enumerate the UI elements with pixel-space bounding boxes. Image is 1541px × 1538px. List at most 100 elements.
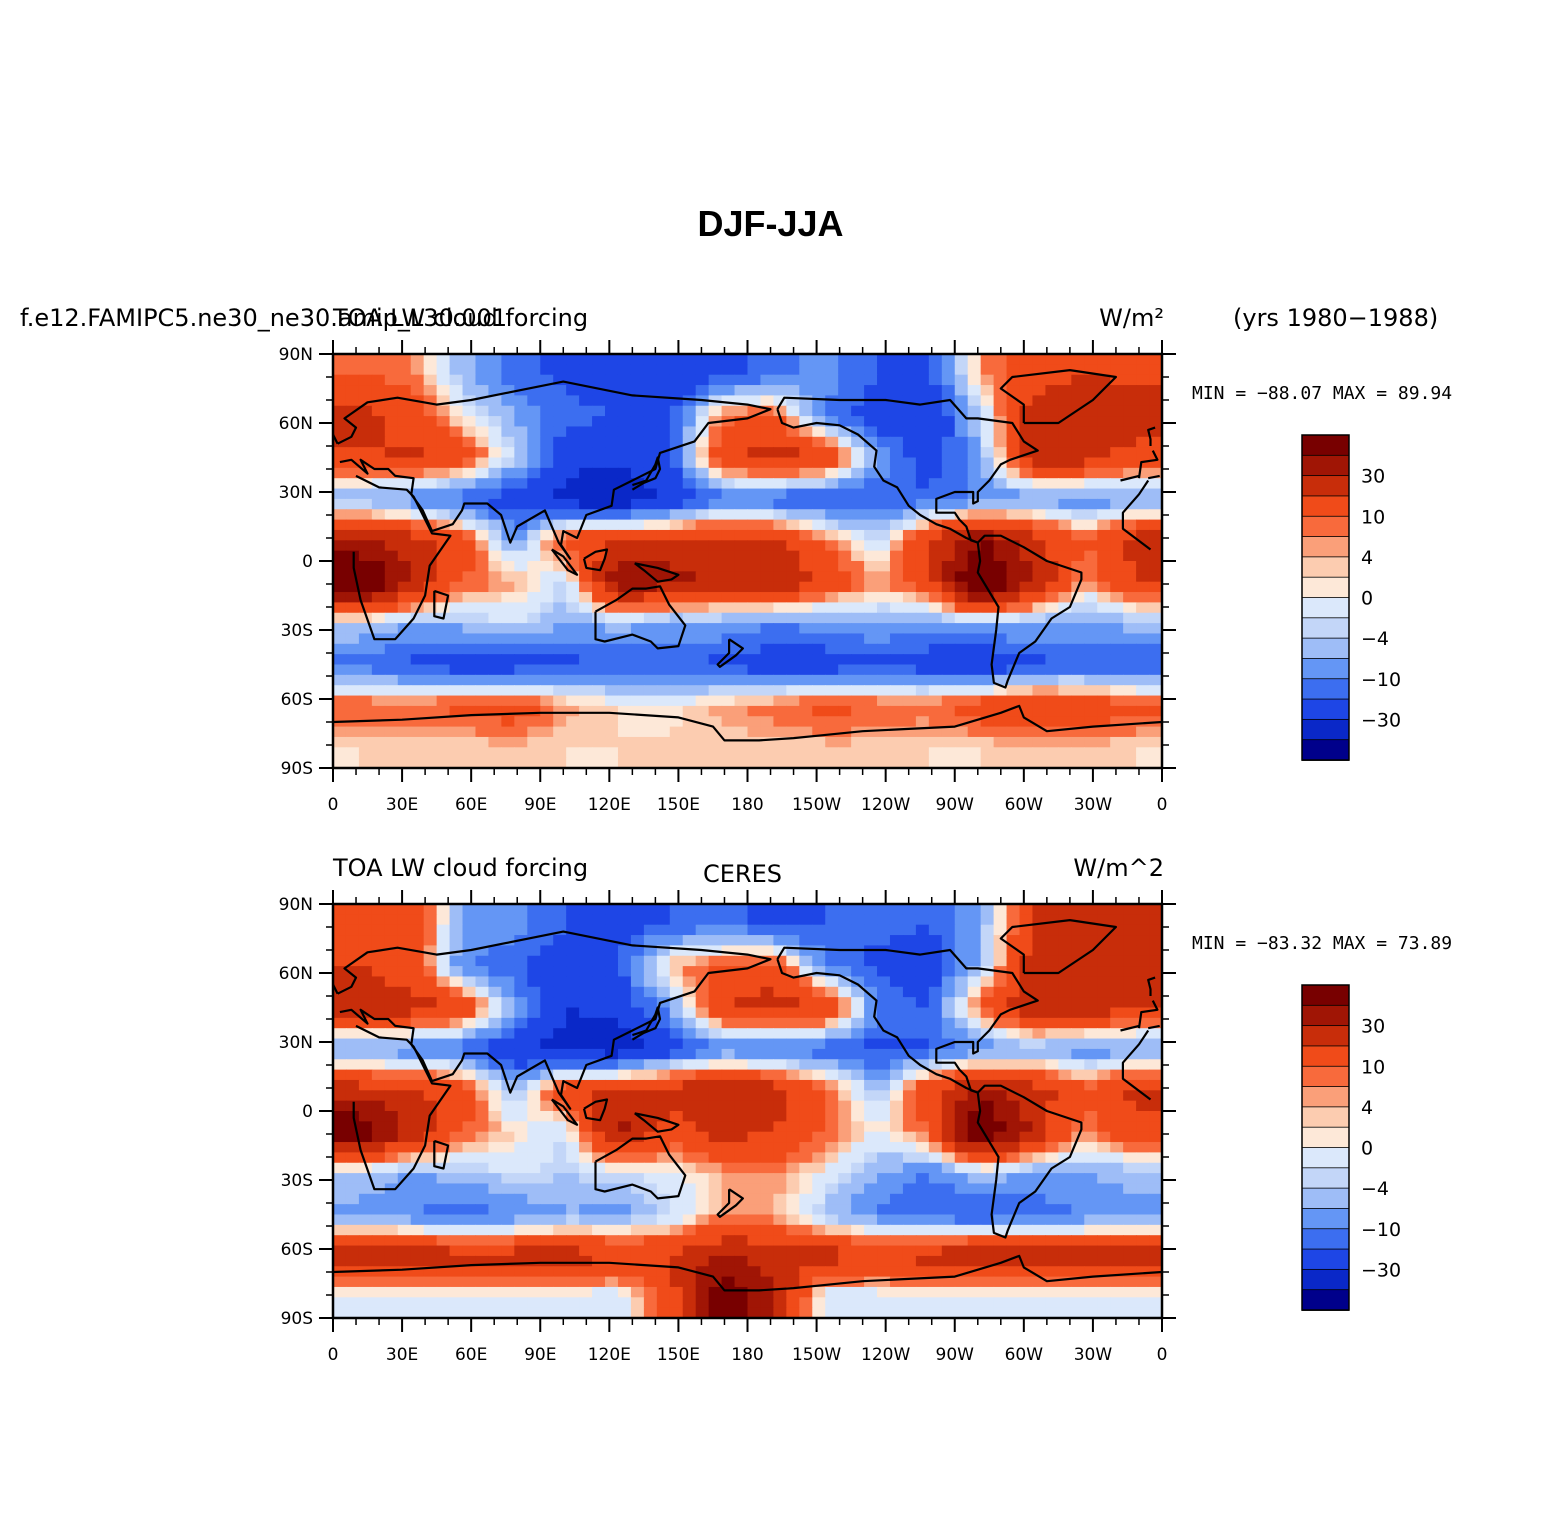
heatmap-cell — [669, 1255, 684, 1267]
heatmap-cell — [669, 1173, 684, 1185]
heatmap-cell — [579, 1224, 593, 1236]
heatmap-cell — [708, 385, 723, 396]
heatmap-cell — [993, 654, 1008, 666]
heatmap-cell — [1045, 716, 1059, 728]
heatmap-cell — [838, 354, 852, 365]
heatmap-cell — [1084, 1059, 1098, 1071]
heatmap-cell — [449, 1204, 464, 1216]
heatmap-cell — [605, 914, 619, 926]
heatmap-cell — [617, 1111, 632, 1122]
heatmap-cell — [579, 976, 593, 988]
heatmap-cell — [540, 550, 554, 562]
heatmap-cell — [514, 1152, 528, 1164]
heatmap-cell — [514, 581, 528, 593]
heatmap-cell — [838, 747, 852, 759]
heatmap-cell — [915, 550, 930, 562]
heatmap-cell — [410, 955, 425, 967]
heatmap-cell — [864, 986, 878, 998]
heatmap-cell — [695, 747, 710, 759]
heatmap-cell — [449, 1193, 464, 1205]
heatmap-cell — [605, 747, 619, 759]
heatmap-cell — [656, 1079, 671, 1091]
heatmap-cell — [877, 1048, 891, 1060]
heatmap-cell — [1032, 436, 1047, 448]
heatmap-cell — [1136, 966, 1150, 978]
heatmap-cell — [721, 924, 736, 936]
heatmap-cell — [967, 664, 982, 676]
heatmap-cell — [553, 1245, 567, 1257]
heatmap-cell — [799, 945, 813, 957]
heatmap-cell — [423, 1131, 438, 1143]
heatmap-cell — [449, 633, 464, 645]
heatmap-cell — [773, 1090, 787, 1102]
heatmap-cell — [954, 447, 969, 459]
heatmap-cell — [773, 457, 787, 469]
heatmap-cell — [371, 935, 386, 946]
heatmap-cell — [592, 1255, 606, 1267]
heatmap-cell — [682, 1038, 697, 1050]
heatmap-cell — [333, 623, 347, 635]
heatmap-cell — [915, 540, 930, 552]
heatmap-cell — [1045, 1111, 1059, 1122]
heatmap-cell — [708, 1224, 723, 1236]
heatmap-cell — [967, 1214, 982, 1226]
heatmap-cell — [605, 924, 619, 936]
heatmap-cell — [941, 633, 956, 645]
heatmap-cell — [902, 1079, 917, 1091]
heatmap-cell — [993, 1131, 1008, 1143]
heatmap-cell — [553, 1162, 567, 1174]
heatmap-cell — [358, 529, 373, 541]
heatmap-cell — [371, 540, 386, 552]
heatmap-cell — [1136, 1142, 1150, 1153]
heatmap-cell — [1149, 602, 1163, 614]
heatmap-cell — [397, 757, 412, 769]
heatmap-cell — [423, 426, 438, 438]
heatmap-cell — [902, 478, 917, 490]
heatmap-cell — [760, 529, 774, 541]
heatmap-cell — [825, 602, 839, 614]
heatmap-cell — [928, 1142, 943, 1153]
heatmap-cell — [475, 1028, 490, 1040]
heatmap-cell — [695, 1028, 710, 1040]
heatmap-cell — [864, 695, 878, 707]
heatmap-cell — [630, 1059, 645, 1071]
heatmap-cell — [786, 1038, 800, 1050]
heatmap-cell — [812, 643, 826, 655]
heatmap-cell — [980, 976, 995, 988]
heatmap-cell — [851, 1100, 865, 1112]
heatmap-cell — [915, 1214, 930, 1226]
heatmap-cell — [371, 1038, 386, 1050]
heatmap-cell — [1149, 1131, 1163, 1143]
heatmap-cell — [333, 664, 347, 676]
heatmap-cell — [397, 602, 412, 614]
heatmap-cell — [928, 1255, 943, 1267]
heatmap-cell — [682, 405, 697, 417]
heatmap-cell — [1006, 654, 1021, 666]
heatmap-cell — [954, 1111, 969, 1122]
heatmap-cell — [345, 519, 360, 531]
heatmap-cell — [773, 488, 787, 500]
heatmap-cell — [333, 1079, 347, 1091]
heatmap-cell — [1032, 1007, 1047, 1019]
heatmap-cell — [397, 561, 412, 572]
heatmap-cell — [605, 986, 619, 998]
heatmap-cell — [333, 966, 347, 978]
heatmap-cell — [825, 726, 839, 738]
heatmap-cell — [643, 426, 658, 438]
heatmap-cell — [1006, 405, 1021, 417]
heatmap-cell — [915, 1007, 930, 1019]
heatmap-cell — [747, 955, 762, 967]
heatmap-cell — [1006, 457, 1021, 469]
heatmap-cell — [864, 416, 878, 428]
colorbar-label: −4 — [1361, 628, 1389, 650]
heatmap-cell — [436, 664, 451, 676]
heatmap-cell — [1084, 685, 1098, 697]
heatmap-cell — [1045, 757, 1059, 769]
heatmap-cell — [889, 955, 904, 967]
heatmap-cell — [902, 447, 917, 459]
heatmap-cell — [825, 1079, 839, 1091]
heatmap-cell — [579, 1028, 593, 1040]
heatmap-cell — [436, 685, 451, 697]
heatmap-cell — [592, 966, 606, 978]
heatmap-cell — [928, 966, 943, 978]
